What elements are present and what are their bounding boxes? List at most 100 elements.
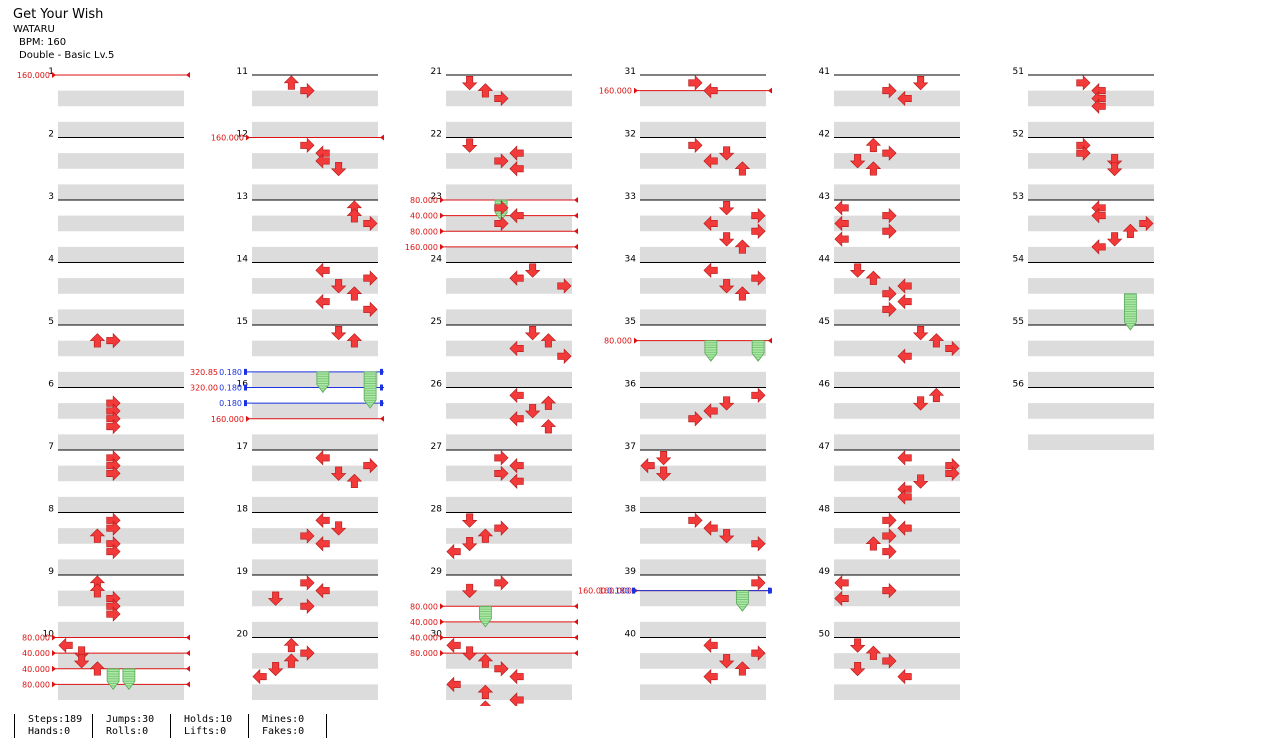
measure-number: 26	[431, 380, 443, 390]
measure-number: 36	[625, 380, 637, 390]
measure-number: 52	[1013, 130, 1024, 140]
bpm-marker-left	[440, 618, 444, 625]
bpm-marker-right	[574, 243, 578, 250]
bpm-marker-left	[634, 337, 638, 344]
bpm-marker-right	[574, 634, 578, 641]
measure-number: 42	[819, 130, 830, 140]
beat-band	[58, 590, 184, 607]
hold-body	[106, 668, 120, 691]
measure-number: 45	[819, 317, 830, 327]
beat-band	[252, 90, 378, 107]
measure-number: 30	[431, 630, 443, 640]
arrow-down-icon	[913, 75, 929, 91]
bpm-change-label: 40.000	[410, 634, 438, 643]
lifts-count: Lifts:0	[184, 726, 227, 737]
beat-band	[640, 465, 766, 482]
measure-number: 53	[1013, 192, 1024, 202]
arrow-right-icon	[688, 75, 703, 91]
arrow-left-icon	[58, 637, 73, 653]
beat-band	[640, 621, 766, 638]
beat-band	[58, 90, 184, 107]
measure-number: 34	[625, 255, 637, 265]
beat-band	[446, 246, 572, 263]
arrow-down-icon	[719, 200, 735, 216]
measure-number: 17	[237, 442, 248, 452]
beat-band	[640, 90, 766, 107]
measure-number: 8	[48, 505, 54, 515]
stat-column-mines: Mines:0 Fakes:0	[249, 714, 327, 738]
measure-number: 41	[819, 67, 830, 77]
song-artist: WATARU	[13, 24, 55, 35]
bpm-marker-right	[186, 665, 190, 672]
stop-label: 0.180	[219, 399, 242, 408]
bpm-change-label: 40.000	[410, 212, 438, 221]
measure-number: 24	[431, 255, 443, 265]
beat-band	[1028, 434, 1154, 450]
beat-band	[58, 465, 184, 482]
measure-number: 37	[625, 442, 636, 452]
measure-number: 40	[625, 630, 637, 640]
beat-band	[58, 528, 184, 544]
beat-band	[58, 153, 184, 169]
stat-column-jumps: Jumps:30 Rolls:0	[93, 714, 171, 738]
arrow-right-icon	[300, 137, 315, 153]
arrow-down-icon	[656, 450, 672, 466]
beat-band	[252, 340, 378, 357]
beat-band	[446, 215, 572, 232]
arrow-right-icon	[688, 512, 703, 528]
beat-band	[834, 246, 960, 263]
arrow-down-icon	[913, 325, 929, 341]
song-bpm: BPM: 160	[19, 37, 67, 48]
arrow-right-icon	[882, 512, 897, 528]
beat-band	[1028, 309, 1154, 325]
beat-band	[252, 215, 378, 232]
arrow-left-icon	[315, 450, 330, 466]
arrow-up-icon	[283, 637, 299, 653]
stop-marker-right	[768, 587, 771, 594]
beat-band	[834, 309, 960, 325]
measure-number: 6	[48, 380, 54, 390]
beat-band	[252, 121, 378, 138]
beat-band	[58, 496, 184, 513]
arrow-right-icon	[494, 450, 509, 466]
beat-band	[834, 621, 960, 638]
measure-number: 39	[625, 567, 637, 577]
beat-band	[1028, 90, 1154, 107]
arrow-left-icon	[446, 637, 461, 653]
measure-number: 10	[43, 630, 55, 640]
hold-body	[704, 340, 718, 362]
arrow-right-icon	[751, 575, 766, 591]
measure-number: 56	[1013, 380, 1025, 390]
bpm-marker-right	[574, 603, 578, 610]
chart-stats: Steps:189 Hands:0 Jumps:30 Rolls:0 Holds…	[14, 714, 327, 738]
song-title: Get Your Wish	[13, 7, 104, 22]
beat-band	[834, 465, 960, 482]
beat-band	[834, 371, 960, 388]
hold-body	[478, 605, 492, 628]
arrow-down-icon	[525, 263, 541, 278]
hold-body	[751, 340, 765, 362]
beat-band	[446, 653, 572, 669]
measure-number: 2	[48, 130, 54, 140]
bpm-marker-left	[440, 197, 444, 203]
bpm-marker-right	[380, 415, 384, 422]
bpm-marker-left	[52, 665, 56, 672]
measure-number: 33	[625, 192, 636, 202]
measure-number: 55	[1013, 317, 1024, 327]
beat-band	[834, 215, 960, 232]
bpm-marker-right	[186, 72, 190, 78]
beat-band	[834, 684, 960, 700]
beat-band	[252, 371, 378, 388]
beat-band	[446, 371, 572, 388]
bpm-change-label: 160.000	[17, 71, 50, 80]
stop-marker-left	[244, 368, 247, 375]
beat-band	[446, 309, 572, 325]
stop-bpm-label: 320.00	[190, 384, 218, 393]
measure-number: 21	[431, 67, 442, 77]
beat-band	[640, 528, 766, 544]
bpm-marker-left	[440, 228, 444, 235]
arrow-left-icon	[834, 575, 849, 591]
bpm-marker-left	[52, 650, 56, 657]
bpm-change-label: 40.000	[22, 649, 50, 658]
arrow-up-icon	[865, 137, 881, 153]
